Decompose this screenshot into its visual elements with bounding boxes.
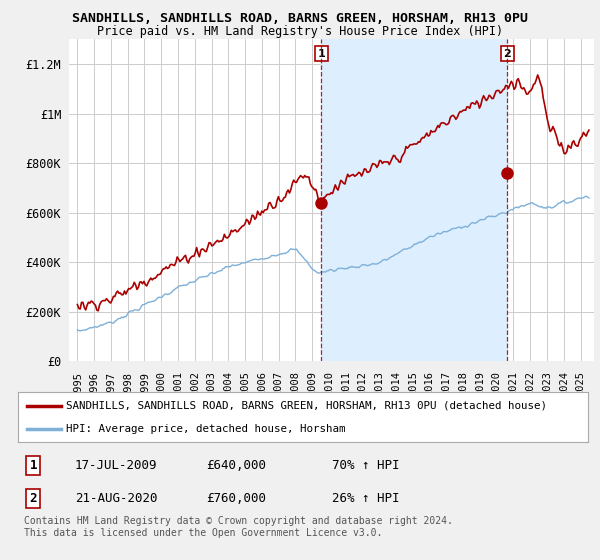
Text: Price paid vs. HM Land Registry's House Price Index (HPI): Price paid vs. HM Land Registry's House … bbox=[97, 25, 503, 38]
Text: 1: 1 bbox=[317, 49, 325, 59]
Bar bbox=[321, 39, 508, 361]
Text: SANDHILLS, SANDHILLS ROAD, BARNS GREEN, HORSHAM, RH13 0PU: SANDHILLS, SANDHILLS ROAD, BARNS GREEN, … bbox=[72, 12, 528, 25]
Text: HPI: Average price, detached house, Horsham: HPI: Average price, detached house, Hors… bbox=[67, 424, 346, 434]
Text: 17-JUL-2009: 17-JUL-2009 bbox=[75, 459, 157, 472]
Text: £760,000: £760,000 bbox=[206, 492, 266, 505]
Text: 26% ↑ HPI: 26% ↑ HPI bbox=[331, 492, 399, 505]
Text: SANDHILLS, SANDHILLS ROAD, BARNS GREEN, HORSHAM, RH13 0PU (detached house): SANDHILLS, SANDHILLS ROAD, BARNS GREEN, … bbox=[67, 400, 547, 410]
Text: Contains HM Land Registry data © Crown copyright and database right 2024.
This d: Contains HM Land Registry data © Crown c… bbox=[24, 516, 453, 538]
Text: 70% ↑ HPI: 70% ↑ HPI bbox=[331, 459, 399, 472]
Text: 21-AUG-2020: 21-AUG-2020 bbox=[75, 492, 157, 505]
Text: £640,000: £640,000 bbox=[206, 459, 266, 472]
Text: 1: 1 bbox=[29, 459, 37, 472]
Text: 2: 2 bbox=[29, 492, 37, 505]
Text: 2: 2 bbox=[503, 49, 511, 59]
